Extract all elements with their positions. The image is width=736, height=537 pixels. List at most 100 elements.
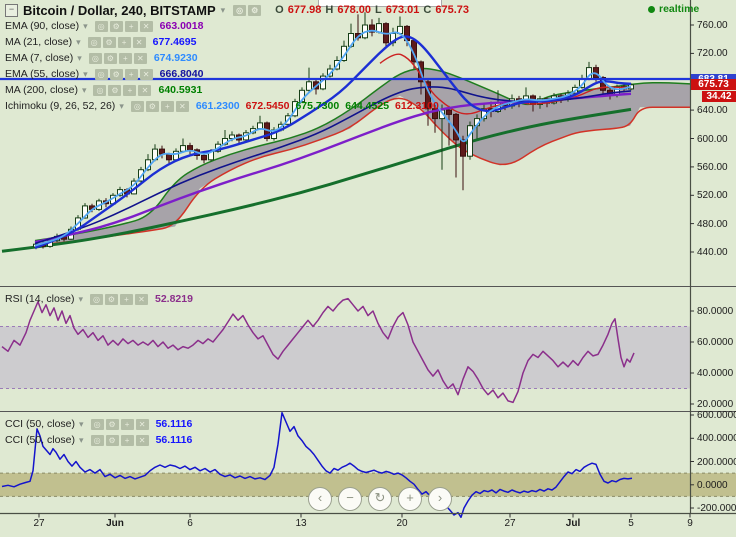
cci-axis-label: -200.0000: [697, 503, 736, 514]
settings-icon[interactable]: ⚙: [109, 68, 123, 80]
visibility-icon[interactable]: ◎: [87, 36, 101, 48]
settings-icon[interactable]: ⚙: [104, 293, 118, 305]
close-icon[interactable]: ✕: [139, 68, 153, 80]
indicator-value: 640.5931: [158, 84, 203, 96]
chevron-down-icon[interactable]: ▾: [79, 418, 84, 429]
add-icon[interactable]: +: [124, 68, 138, 80]
ichimoku-cloud: [35, 68, 690, 246]
add-icon[interactable]: +: [118, 52, 132, 64]
candle: [201, 155, 207, 161]
rsi-axis-label: 40.0000: [697, 368, 734, 379]
settings-icon[interactable]: ⚙: [102, 36, 116, 48]
settings-icon[interactable]: ⚙: [105, 418, 119, 430]
chevron-down-icon[interactable]: ▾: [77, 52, 82, 63]
settings-icon[interactable]: ⚙: [108, 84, 122, 96]
close-icon[interactable]: ✕: [135, 418, 149, 430]
close-icon[interactable]: ✕: [139, 20, 153, 32]
ohlc-value: 673.01: [385, 4, 420, 16]
ohlc-values: O 677.98 H 678.00 L 673.01 C 675.73: [275, 4, 469, 16]
indicator-label[interactable]: MA (21, close): [5, 36, 73, 48]
symbol-title: Bitcoin / Dollar, 240, BITSTAMP: [23, 2, 216, 18]
indicator-label[interactable]: EMA (90, close): [5, 20, 80, 32]
indicator-row: Ichimoku (9, 26, 52, 26) ▾ ◎ ⚙ + ✕ 661.2300 672…: [5, 98, 469, 114]
scroll-right-button[interactable]: ›: [428, 487, 452, 511]
indicator-value: 52.8219: [154, 293, 193, 305]
chevron-down-icon[interactable]: ▾: [81, 84, 87, 95]
indicator-label[interactable]: CCI (50, close): [5, 434, 76, 446]
close-icon[interactable]: ✕: [135, 434, 149, 446]
indicator-label[interactable]: EMA (55, close): [5, 68, 80, 80]
price-axis-label: 480.00: [697, 218, 728, 230]
reset-button[interactable]: ↻: [368, 487, 392, 511]
rsi-axis-label: 60.0000: [697, 337, 734, 348]
indicator-row: CCI (50, close) ▾ ◎ ⚙ + ✕ 56.1116: [5, 432, 192, 448]
settings-icon[interactable]: ⚙: [109, 20, 123, 32]
add-icon[interactable]: +: [117, 36, 131, 48]
chevron-down-icon[interactable]: ▾: [76, 36, 81, 47]
price-badge: 683.81: [691, 73, 736, 85]
ohlc-key: O: [275, 4, 284, 16]
indicator-row: EMA (90, close) ▾ ◎ ⚙ + ✕ 663.0018: [5, 18, 469, 34]
indicator-value: 666.8040: [159, 68, 204, 80]
indicator-value: 612.3100: [395, 100, 439, 112]
close-icon[interactable]: ✕: [134, 293, 148, 305]
indicator-label[interactable]: Ichimoku (9, 26, 52, 26): [5, 100, 116, 112]
add-icon[interactable]: +: [120, 434, 134, 446]
settings-icon[interactable]: ⚙: [248, 4, 262, 16]
chevron-down-icon[interactable]: ▾: [78, 293, 83, 304]
visibility-icon[interactable]: ◎: [90, 434, 104, 446]
price-axis-label: 520.00: [697, 190, 728, 202]
indicator-value: 644.4525: [345, 100, 390, 112]
rsi-line: [1, 297, 635, 404]
chevron-down-icon[interactable]: ▾: [79, 434, 84, 445]
settings-icon[interactable]: ⚙: [105, 434, 119, 446]
candle: [460, 139, 466, 157]
collapse-icon[interactable]: −: [5, 3, 18, 17]
indicator-row: EMA (7, close) ▾ ◎ ⚙ + ✕ 674.9230: [5, 50, 469, 66]
indicator-row: MA (21, close) ▾ ◎ ⚙ + ✕ 677.4695: [5, 34, 469, 50]
price-axis-label: 600.00: [697, 133, 728, 145]
visibility-icon[interactable]: ◎: [94, 68, 108, 80]
close-icon[interactable]: ✕: [138, 84, 152, 96]
indicator-label[interactable]: EMA (7, close): [5, 52, 74, 64]
add-icon[interactable]: +: [124, 20, 138, 32]
add-icon[interactable]: +: [119, 293, 133, 305]
indicator-label[interactable]: MA (200, close): [5, 84, 78, 96]
cci-axis-label: 600.0000: [697, 410, 736, 421]
visibility-icon[interactable]: ◎: [130, 100, 144, 112]
indicator-label[interactable]: RSI (14, close): [5, 293, 75, 305]
visibility-icon[interactable]: ◎: [233, 4, 247, 16]
scroll-left-button[interactable]: ‹: [308, 487, 332, 511]
cci-axis-label: 400.0000: [697, 433, 736, 445]
close-icon[interactable]: ✕: [133, 52, 147, 64]
chevron-down-icon[interactable]: ▾: [220, 4, 226, 15]
cci-axis-label: 200.0000: [697, 456, 736, 468]
zoom-in-button[interactable]: +: [398, 487, 422, 511]
rsi-axis-label: 80.0000: [697, 306, 734, 317]
indicator-row: CCI (50, close) ▾ ◎ ⚙ + ✕ 56.1116: [5, 416, 192, 432]
zoom-out-button[interactable]: −: [338, 487, 362, 511]
cci-line: [1, 411, 633, 519]
realtime-status: realtime: [648, 3, 699, 15]
time-axis-label: 20: [396, 518, 408, 529]
close-icon[interactable]: ✕: [132, 36, 146, 48]
indicator-list: EMA (90, close) ▾ ◎ ⚙ + ✕ 663.0018 MA (21, clos…: [5, 18, 469, 114]
add-icon[interactable]: +: [120, 418, 134, 430]
close-icon[interactable]: ✕: [175, 100, 189, 112]
add-icon[interactable]: +: [160, 100, 174, 112]
visibility-icon[interactable]: ◎: [90, 418, 104, 430]
indicator-value: 675.7300: [295, 100, 340, 112]
settings-icon[interactable]: ⚙: [145, 100, 159, 112]
chevron-down-icon[interactable]: ▾: [83, 68, 88, 79]
chevron-down-icon[interactable]: ▾: [83, 20, 88, 31]
visibility-icon[interactable]: ◎: [88, 52, 102, 64]
visibility-icon[interactable]: ◎: [89, 293, 103, 305]
add-icon[interactable]: +: [123, 84, 137, 96]
settings-icon[interactable]: ⚙: [103, 52, 117, 64]
visibility-icon[interactable]: ◎: [93, 84, 107, 96]
chevron-down-icon[interactable]: ▾: [119, 100, 124, 111]
indicator-label[interactable]: CCI (50, close): [5, 418, 76, 430]
visibility-icon[interactable]: ◎: [94, 20, 108, 32]
